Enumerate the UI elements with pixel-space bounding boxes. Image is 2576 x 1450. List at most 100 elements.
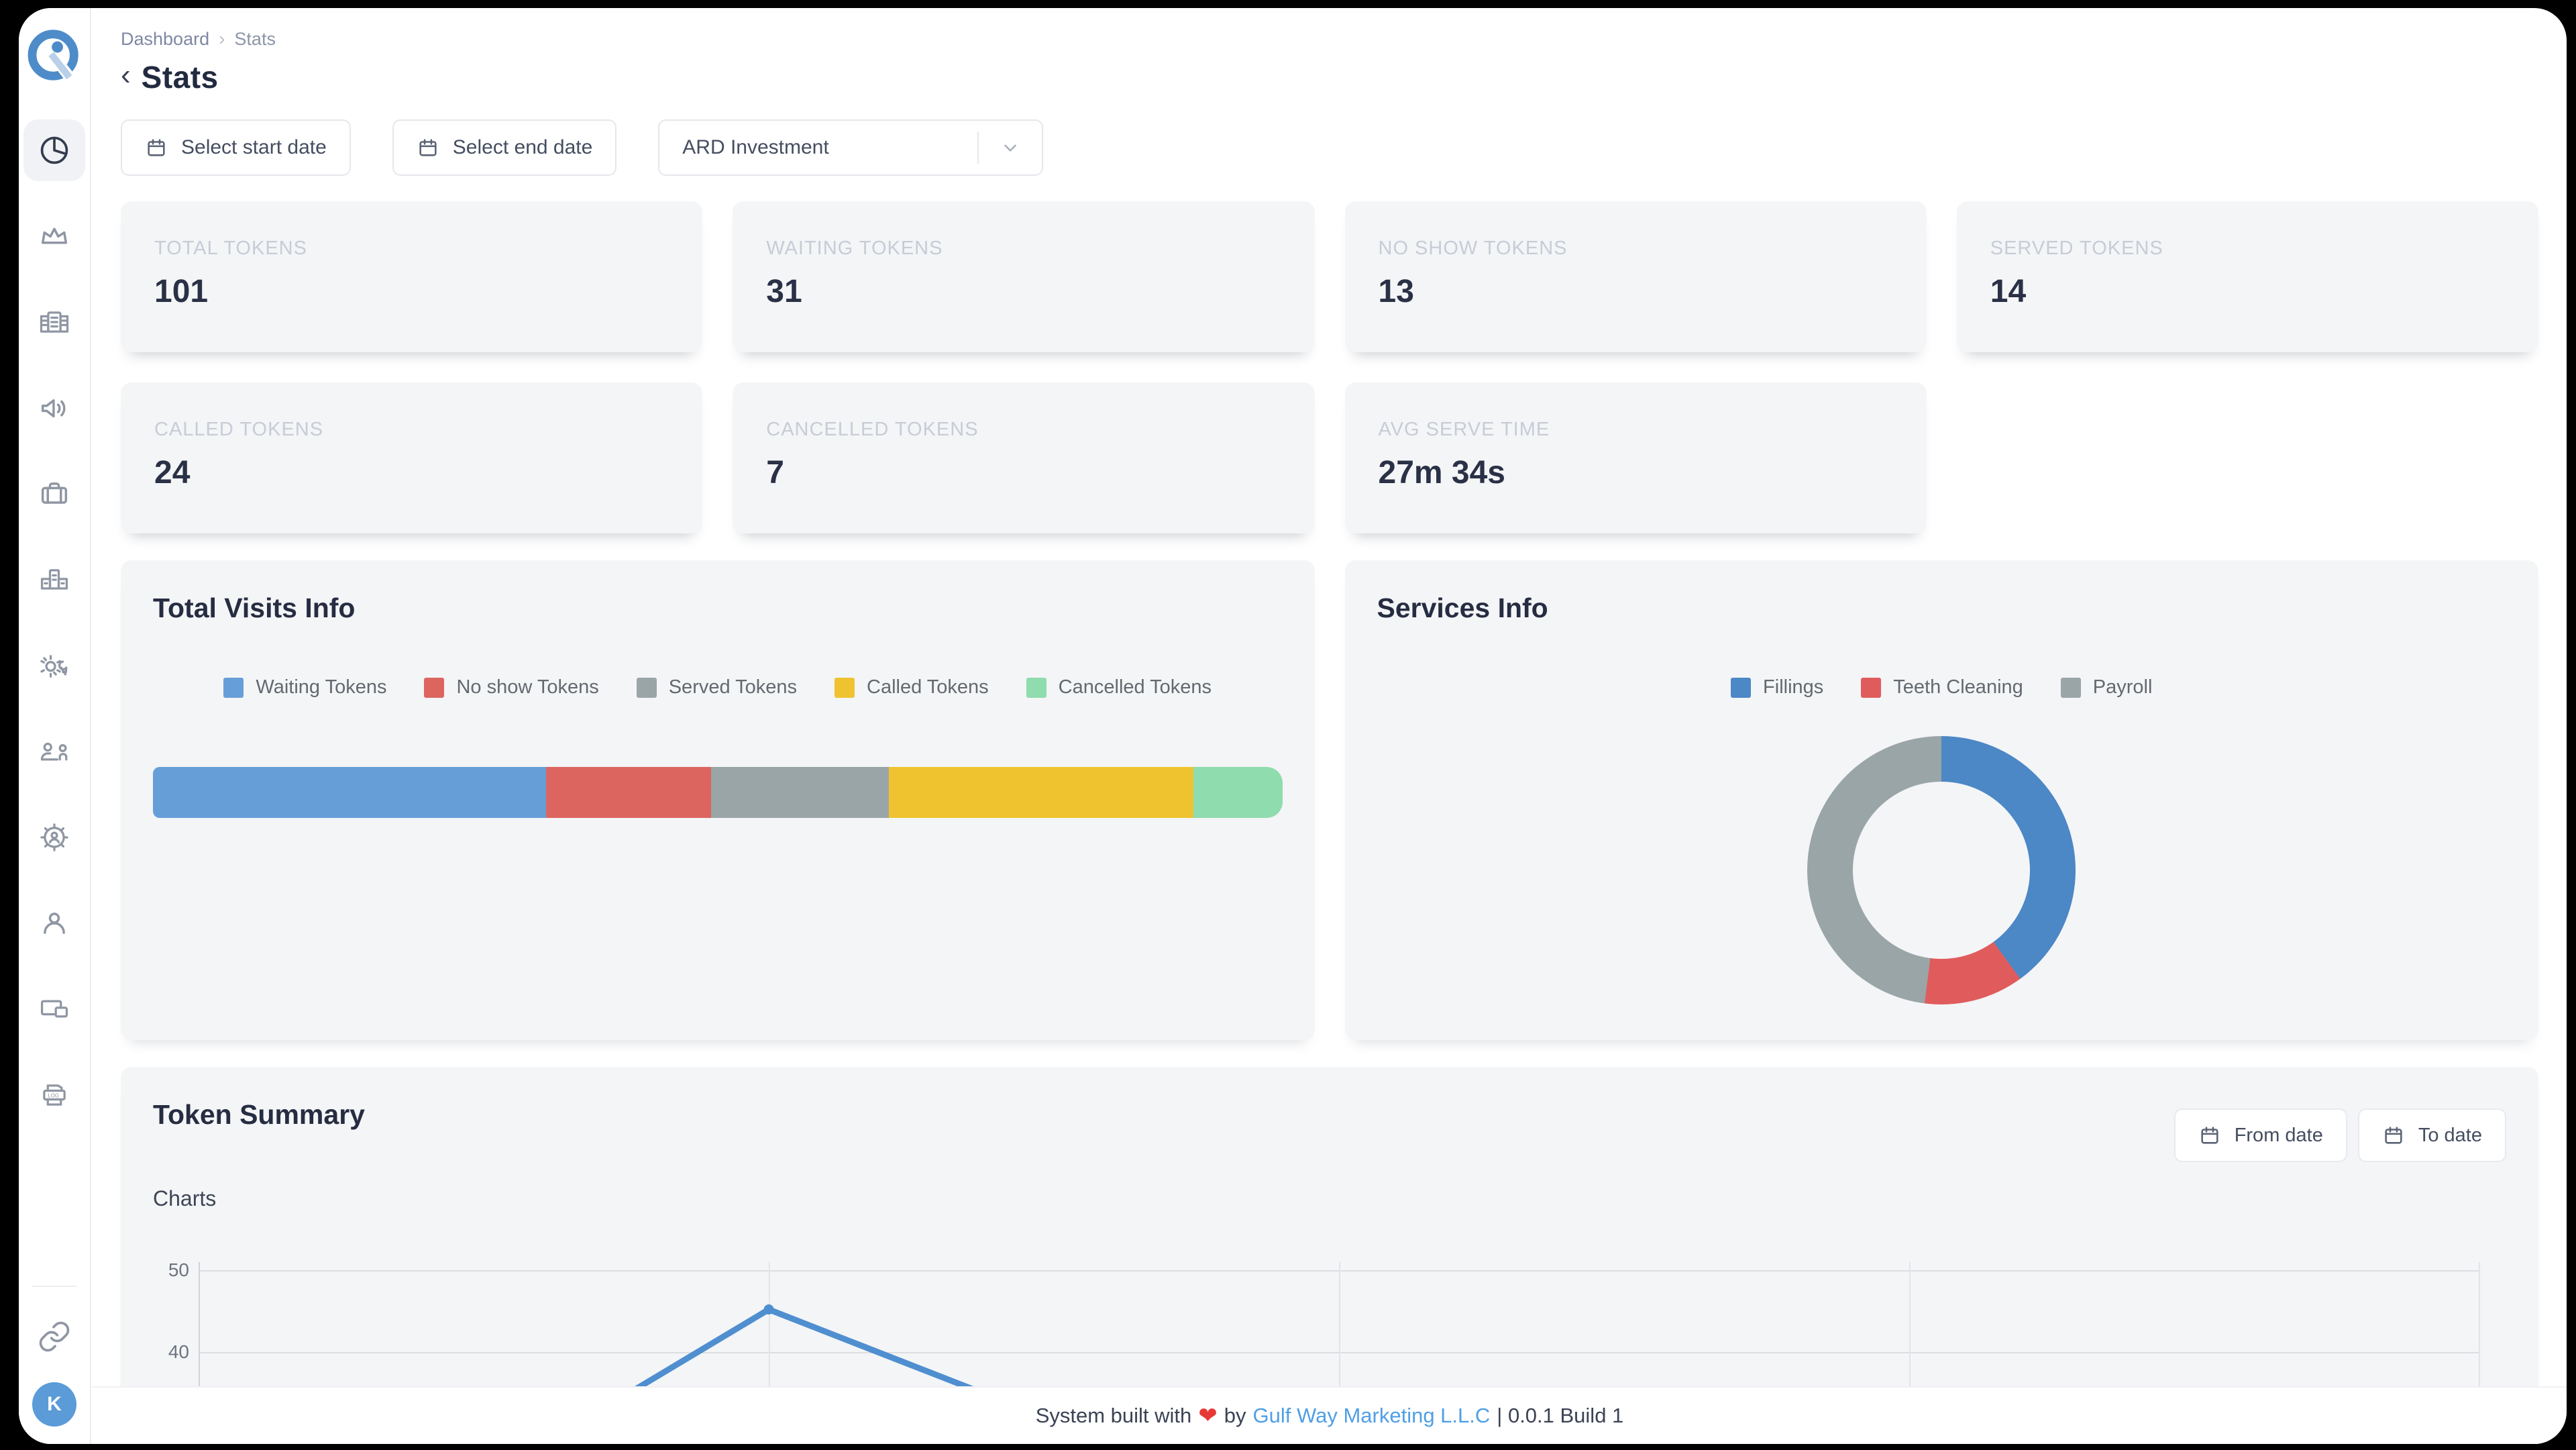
y-tick-40: 40 (168, 1341, 189, 1362)
branch-select[interactable]: ARD Investment (658, 119, 1044, 176)
bar-segment-cancelled-tokens (1193, 767, 1283, 818)
legend-swatch (424, 677, 445, 698)
sidebar-item-stats[interactable] (23, 119, 85, 181)
breadcrumb-separator: › (219, 28, 225, 49)
chevron-down-icon (1004, 144, 1017, 152)
breadcrumb-dashboard[interactable]: Dashboard (121, 28, 210, 49)
visits-legend: Waiting Tokens No show Tokens Served Token… (153, 676, 1283, 698)
legend-label: Fillings (1763, 676, 1824, 698)
stat-value: 101 (154, 274, 209, 309)
stat-label: AVG SERVE TIME (1378, 419, 1550, 440)
page-title: Stats (141, 60, 219, 95)
legend-label: Called Tokens (867, 676, 989, 698)
main-content: Dashboard › Stats ‹ Stats Select start d… (93, 8, 2567, 1444)
stat-label: CANCELLED TOKENS (766, 419, 979, 440)
legend-item[interactable]: Waiting Tokens (223, 676, 386, 698)
announcement-speaker-icon (41, 399, 66, 418)
legend-label: Cancelled Tokens (1058, 676, 1212, 698)
stat-card-total-tokens: TOTAL TOKENS 101 (121, 201, 703, 352)
footer-version: | 0.0.1 Build 1 (1497, 1404, 1624, 1427)
x-gridline (1339, 1262, 1340, 1444)
legend-item[interactable]: Cancelled Tokens (1026, 676, 1212, 698)
stat-card-waiting-tokens: WAITING TOKENS 31 (733, 201, 1315, 352)
sidebar-item-devices[interactable] (23, 978, 85, 1040)
legend-item[interactable]: Served Tokens (636, 676, 798, 698)
devices-icon (40, 1000, 68, 1018)
legend-item[interactable]: Payroll (2060, 676, 2153, 698)
line-series (538, 1304, 1122, 1444)
pie-chart-icon (40, 136, 68, 164)
counter-desk-icon (40, 569, 68, 590)
from-date-button[interactable]: From date (2174, 1108, 2347, 1162)
bar-segment-called-tokens (889, 767, 1194, 818)
footer-text-by: by (1224, 1404, 1246, 1427)
legend-item[interactable]: Teeth Cleaning (1861, 676, 2023, 698)
legend-swatch (636, 677, 657, 698)
legend-label: Served Tokens (668, 676, 798, 698)
user-avatar[interactable]: K (32, 1382, 76, 1427)
sidebar-item-services[interactable] (23, 463, 85, 525)
to-date-label: To date (2418, 1124, 2482, 1146)
legend-label: Payroll (2092, 676, 2153, 698)
sidebar-item-admin[interactable] (23, 807, 85, 868)
person-icon (44, 913, 65, 934)
stat-value: 24 (154, 455, 191, 490)
stat-card-avg-serve-time: AVG SERVE TIME 27m 34s (1344, 382, 1927, 533)
branches-icon (40, 311, 69, 333)
services-legend: Fillings Teeth Cleaning Payroll (1377, 676, 2507, 698)
legend-label: Teeth Cleaning (1893, 676, 2023, 698)
y-axis-line (199, 1262, 200, 1444)
legend-item[interactable]: No show Tokens (424, 676, 599, 698)
svg-text:LOG: LOG (48, 1092, 58, 1098)
stat-value: 14 (1990, 274, 2027, 309)
heart-icon: ❤ (1198, 1403, 1218, 1429)
sidebar-item-branches[interactable] (23, 291, 85, 353)
stat-card-no-show-tokens: NO SHOW TOKENS 13 (1344, 201, 1927, 352)
stat-value: 13 (1378, 274, 1414, 309)
legend-swatch (2060, 677, 2081, 698)
sidebar-item-logs[interactable]: LOG (23, 1064, 85, 1126)
legend-item[interactable]: Fillings (1731, 676, 1823, 698)
x-gridline (1909, 1262, 1911, 1444)
end-date-button[interactable]: Select end date (392, 119, 617, 176)
calendar-icon (2201, 1127, 2218, 1144)
legend-swatch (1731, 677, 1752, 698)
sidebar-item-integrations[interactable] (23, 1306, 85, 1367)
token-summary-panel: Token Summary From date To date (121, 1067, 2538, 1444)
stat-cards-row-1: TOTAL TOKENS 101 WAITING TOKENS 31 NO SH… (121, 201, 2538, 352)
sidebar-item-announcements[interactable] (23, 377, 85, 439)
sidebar-item-counters[interactable] (23, 549, 85, 611)
sidebar-item-queues[interactable] (23, 205, 85, 267)
footer: System built with ❤ by Gulf Way Marketin… (93, 1386, 2567, 1444)
sidebar-item-customers[interactable] (23, 721, 85, 782)
sidebar-nav: LOG (23, 119, 85, 1126)
stat-card-served-tokens: SERVED TOKENS 14 (1956, 201, 2538, 352)
breadcrumb: Dashboard › Stats (121, 28, 2538, 50)
stat-value: 27m 34s (1378, 455, 1506, 490)
back-chevron-icon[interactable]: ‹ (121, 58, 131, 91)
calendar-icon (148, 139, 165, 156)
legend-label: Waiting Tokens (256, 676, 387, 698)
x-gridline (2479, 1262, 2480, 1444)
briefcase-icon (41, 482, 68, 504)
bar-segment-waiting-tokens (153, 767, 547, 818)
reception-customers-icon (40, 742, 68, 761)
token-line-chart: 50 40 (153, 1238, 2506, 1444)
stat-value: 7 (766, 455, 784, 490)
legend-item[interactable]: Called Tokens (835, 676, 989, 698)
stat-card-called-tokens: CALLED TOKENS 24 (121, 382, 703, 533)
breadcrumb-current: Stats (234, 28, 276, 49)
start-date-button[interactable]: Select start date (121, 119, 351, 176)
app-logo[interactable] (25, 25, 84, 85)
legend-swatch (1026, 677, 1046, 698)
footer-company-link[interactable]: Gulf Way Marketing L.L.C (1252, 1404, 1491, 1427)
to-date-button[interactable]: To date (2357, 1108, 2506, 1162)
sidebar-divider (32, 1286, 76, 1287)
stat-label: TOTAL TOKENS (154, 238, 307, 259)
sidebar-item-tools[interactable] (23, 635, 85, 696)
sidebar-item-profile[interactable] (23, 892, 85, 954)
sidebar: LOG K (19, 8, 91, 1444)
y-tick-50: 50 (168, 1259, 189, 1280)
legend-label: No show Tokens (456, 676, 599, 698)
filters-row: Select start date Select end date ARD In… (121, 119, 2538, 176)
